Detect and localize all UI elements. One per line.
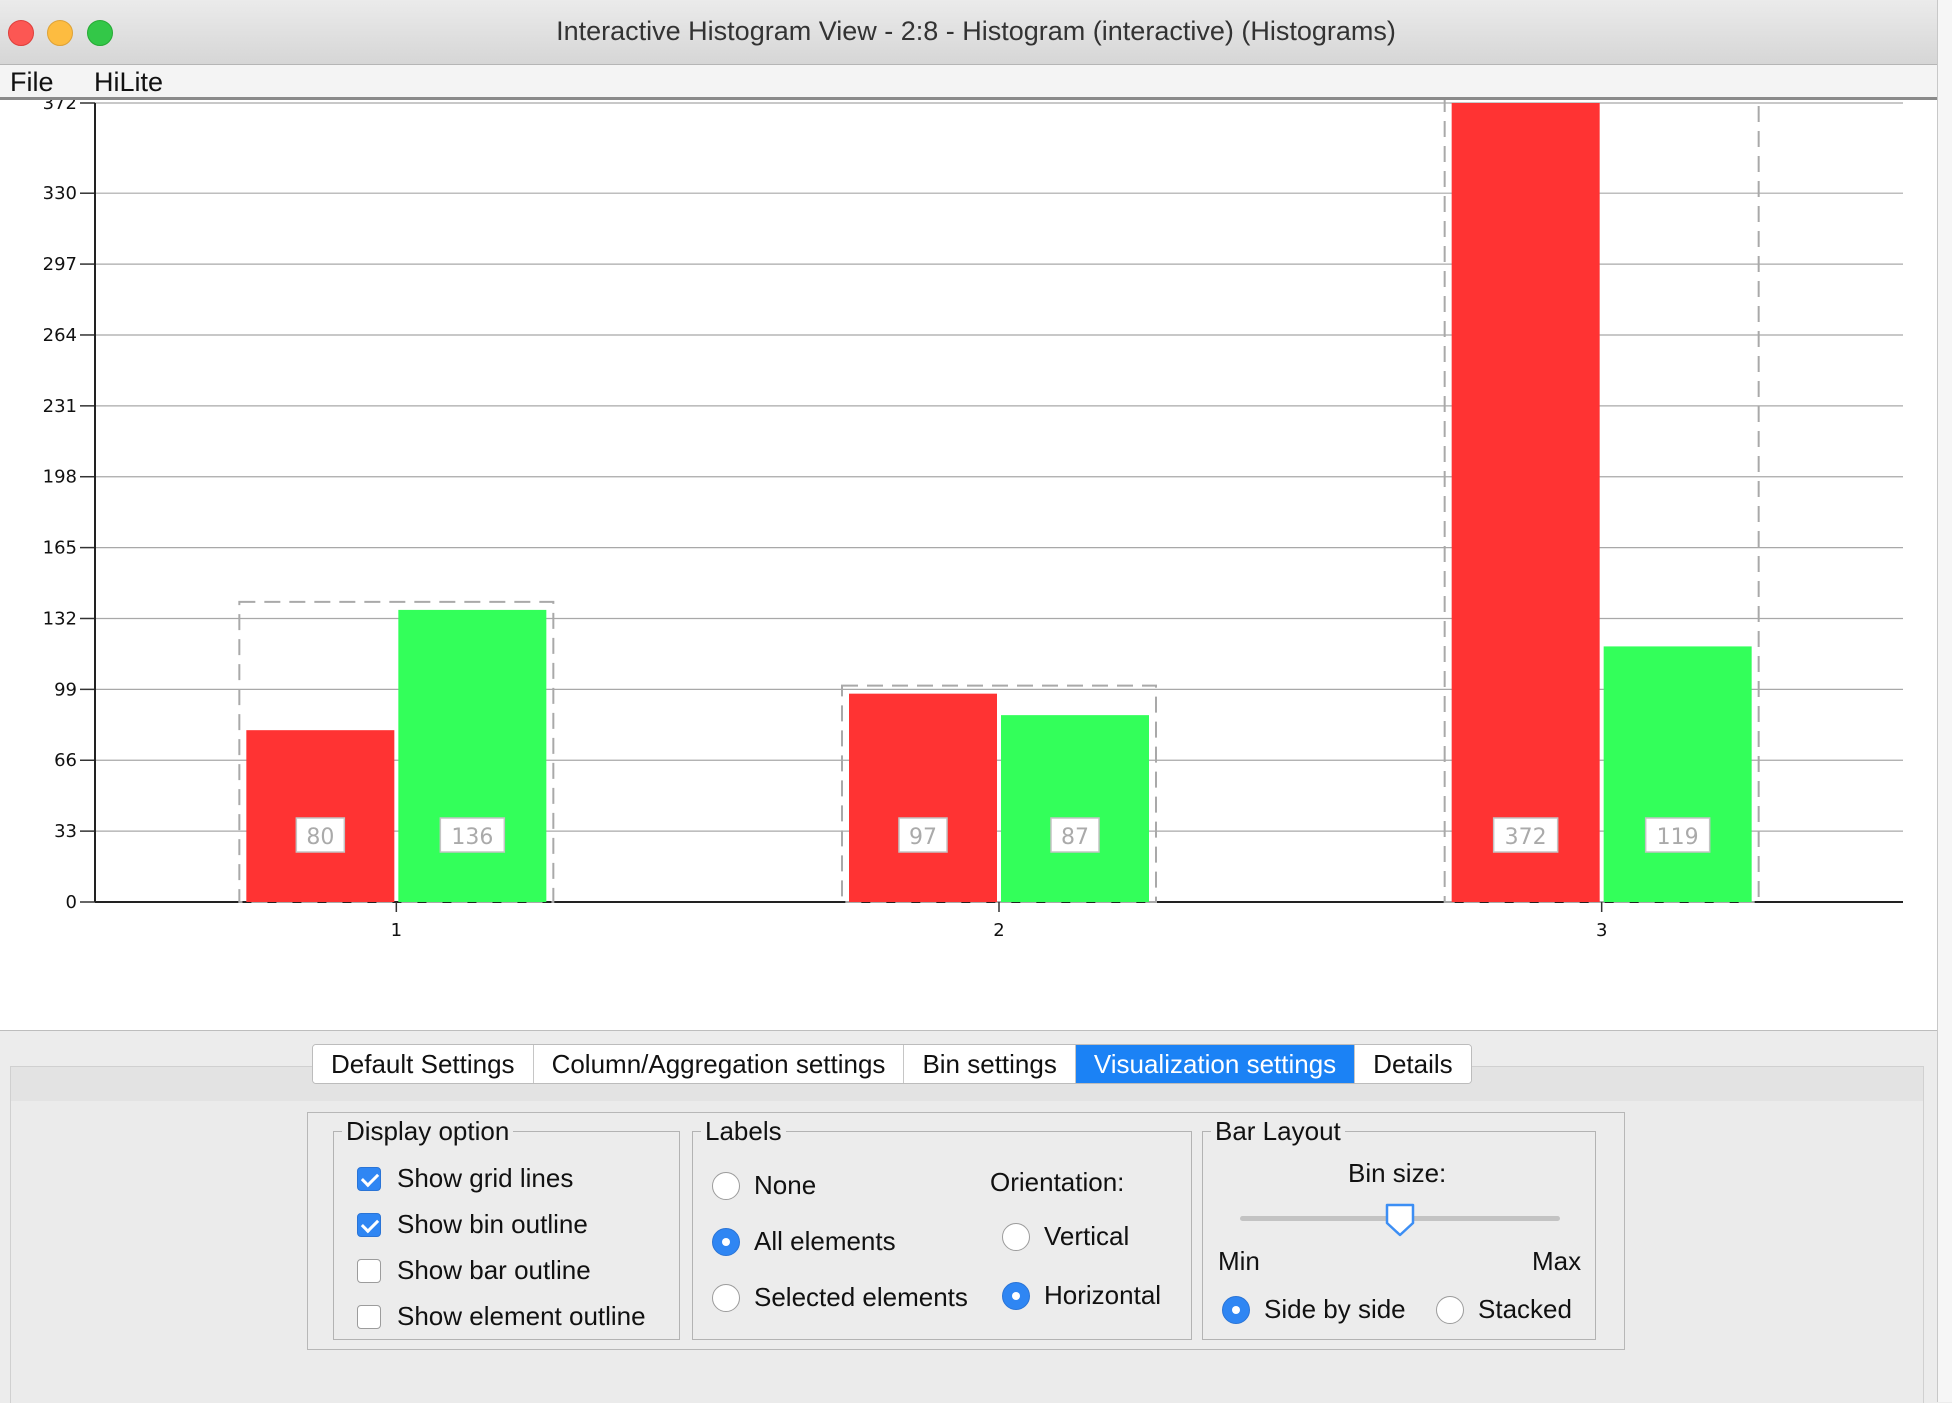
labels-selected-elements-label: Selected elements bbox=[754, 1282, 968, 1312]
labels-all-elements-label: All elements bbox=[754, 1226, 896, 1256]
y-tick-label: 0 bbox=[66, 892, 77, 913]
side-by-side-radio[interactable] bbox=[1222, 1295, 1250, 1324]
bar-value-label-box bbox=[1492, 817, 1559, 853]
orientation-vertical-radio[interactable] bbox=[1002, 1222, 1030, 1251]
bar-value-label-box bbox=[295, 817, 346, 853]
display-option-legend: Display option bbox=[346, 1116, 510, 1146]
y-tick-label: 264 bbox=[43, 325, 77, 346]
x-tick-label: 1 bbox=[391, 920, 402, 941]
labels-group: Labels bbox=[692, 1116, 1192, 1340]
orientation-label: Orientation: bbox=[990, 1167, 1125, 1197]
y-tick-label: 330 bbox=[43, 183, 77, 204]
y-tick-label: 165 bbox=[43, 538, 77, 559]
minimize-window-button[interactable] bbox=[47, 20, 73, 46]
bar-value-label: 80 bbox=[306, 825, 334, 850]
bar-value-label: 119 bbox=[1657, 825, 1699, 850]
menu-file[interactable]: File bbox=[10, 67, 54, 97]
bar-value-label: 136 bbox=[451, 825, 493, 850]
stacked-radio[interactable] bbox=[1436, 1295, 1464, 1324]
y-tick-label: 132 bbox=[43, 608, 77, 629]
tab-visualization-settings[interactable]: Visualization settings bbox=[1075, 1045, 1356, 1083]
bar-value-label-box bbox=[898, 817, 948, 853]
histogram-bar bbox=[849, 693, 997, 902]
show-bar-outline-checkbox[interactable] bbox=[357, 1258, 381, 1283]
bar-layout-legend: Bar Layout bbox=[1215, 1116, 1341, 1146]
tab-details[interactable]: Details bbox=[1355, 1045, 1471, 1083]
histogram-bar bbox=[1001, 715, 1149, 902]
orientation-horizontal-radio[interactable] bbox=[1002, 1281, 1030, 1310]
show-bar-outline-label: Show bar outline bbox=[397, 1255, 591, 1285]
histogram-bar bbox=[246, 730, 395, 902]
stacked-label: Stacked bbox=[1478, 1294, 1572, 1324]
x-tick-label: 2 bbox=[993, 920, 1004, 941]
show-element-outline-checkbox[interactable] bbox=[357, 1304, 381, 1329]
histogram-bar bbox=[1451, 103, 1600, 902]
y-tick-label: 297 bbox=[43, 254, 77, 275]
show-grid-lines-label: Show grid lines bbox=[397, 1163, 574, 1193]
menu-hilite[interactable]: HiLite bbox=[94, 67, 164, 97]
bar-value-label-box bbox=[1644, 817, 1711, 853]
settings-tabs: Default Settings Column/Aggregation sett… bbox=[312, 1044, 1472, 1084]
tab-column-aggregation-settings[interactable]: Column/Aggregation settings bbox=[533, 1045, 905, 1083]
tab-bin-settings[interactable]: Bin settings bbox=[904, 1045, 1076, 1083]
tab-default-settings[interactable]: Default Settings bbox=[313, 1045, 534, 1083]
bar-value-label: 87 bbox=[1061, 825, 1089, 850]
histogram-bar bbox=[398, 609, 547, 902]
labels-none-label: None bbox=[754, 1170, 817, 1200]
show-bin-outline-label: Show bin outline bbox=[397, 1209, 588, 1239]
bar-layout-group: Bar Layout bbox=[1202, 1116, 1596, 1340]
labels-selected-elements-radio[interactable] bbox=[712, 1283, 740, 1312]
bar-value-label-box bbox=[439, 817, 506, 853]
zoom-window-button[interactable] bbox=[87, 20, 113, 46]
orientation-vertical-option[interactable]: Vertical bbox=[1002, 1221, 1129, 1252]
y-tick-label: 66 bbox=[54, 750, 77, 771]
show-bin-outline-option[interactable]: Show bin outline bbox=[357, 1209, 588, 1240]
bin-size-slider-thumb[interactable] bbox=[1385, 1203, 1415, 1237]
bar-value-label: 97 bbox=[909, 825, 937, 850]
y-tick-label: 372 bbox=[43, 100, 77, 114]
histogram-chart-area[interactable]: 0 33 66 99 132 165 198 231 264 297 330 372 80 136 1 97 8… bbox=[0, 100, 1937, 1031]
close-window-button[interactable] bbox=[8, 20, 34, 46]
bar-value-label-box bbox=[1050, 817, 1100, 853]
histogram-chart[interactable]: 0 33 66 99 132 165 198 231 264 297 330 372 80 136 1 97 8… bbox=[0, 100, 1937, 1030]
y-tick-label: 198 bbox=[43, 467, 77, 488]
stacked-option[interactable]: Stacked bbox=[1436, 1294, 1572, 1325]
show-grid-lines-checkbox[interactable] bbox=[357, 1166, 381, 1191]
labels-selected-elements-option[interactable]: Selected elements bbox=[712, 1282, 968, 1313]
y-tick-label: 231 bbox=[43, 396, 77, 417]
side-by-side-label: Side by side bbox=[1264, 1294, 1406, 1324]
bin-size-label: Bin size: bbox=[1348, 1158, 1447, 1188]
orientation-horizontal-option[interactable]: Horizontal bbox=[1002, 1280, 1161, 1311]
background-window-edge bbox=[1937, 0, 1952, 1402]
y-tick-label: 99 bbox=[54, 679, 77, 700]
labels-none-radio[interactable] bbox=[712, 1171, 740, 1200]
labels-legend: Labels bbox=[705, 1116, 782, 1146]
side-by-side-option[interactable]: Side by side bbox=[1222, 1294, 1406, 1325]
labels-all-elements-radio[interactable] bbox=[712, 1227, 740, 1256]
show-bin-outline-checkbox[interactable] bbox=[357, 1212, 381, 1237]
menu-bar: File HiLite bbox=[0, 65, 1952, 100]
bin-size-min-label: Min bbox=[1218, 1246, 1260, 1276]
labels-all-elements-option[interactable]: All elements bbox=[712, 1226, 896, 1257]
orientation-vertical-label: Vertical bbox=[1044, 1221, 1130, 1251]
show-bar-outline-option[interactable]: Show bar outline bbox=[357, 1255, 591, 1286]
x-tick-label: 3 bbox=[1596, 920, 1607, 941]
orientation-horizontal-label: Horizontal bbox=[1044, 1280, 1162, 1310]
show-element-outline-label: Show element outline bbox=[397, 1301, 646, 1331]
labels-none-option[interactable]: None bbox=[712, 1170, 816, 1201]
bin-outline bbox=[238, 600, 555, 903]
window-title: Interactive Histogram View - 2:8 - Histo… bbox=[556, 16, 1396, 46]
bin-size-max-label: Max bbox=[1532, 1246, 1582, 1276]
show-grid-lines-option[interactable]: Show grid lines bbox=[357, 1163, 573, 1194]
y-tick-label: 33 bbox=[54, 821, 77, 842]
bar-value-label: 372 bbox=[1505, 825, 1547, 850]
title-bar: Interactive Histogram View - 2:8 - Histo… bbox=[0, 0, 1952, 65]
show-element-outline-option[interactable]: Show element outline bbox=[357, 1301, 646, 1332]
display-option-group: Display option bbox=[333, 1116, 680, 1340]
histogram-bar bbox=[1603, 646, 1752, 902]
